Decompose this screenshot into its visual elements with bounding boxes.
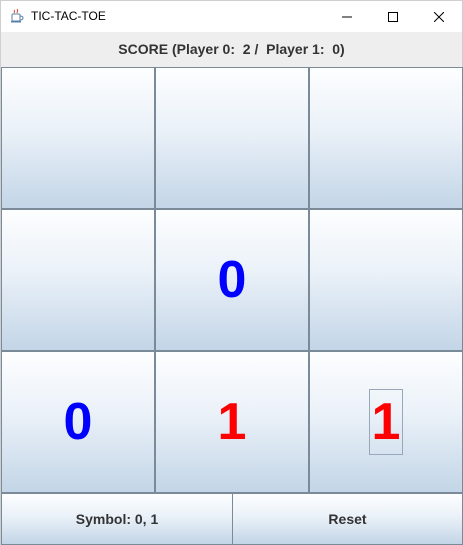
window-title: TIC-TAC-TOE — [31, 9, 106, 23]
maximize-button[interactable] — [370, 1, 416, 32]
cell-mark: 0 — [217, 251, 247, 309]
close-button[interactable] — [416, 1, 462, 32]
minimize-button[interactable] — [324, 1, 370, 32]
board-cell-3[interactable] — [2, 210, 156, 352]
bottom-bar: Symbol: 0, 1 Reset — [1, 493, 463, 545]
symbol-button[interactable]: Symbol: 0, 1 — [1, 493, 233, 545]
board-cell-8[interactable]: 1 — [310, 352, 463, 494]
board-cell-5[interactable] — [310, 210, 463, 352]
java-cup-icon — [9, 8, 25, 24]
score-label: SCORE (Player 0: 2 / Player 1: 0) — [1, 32, 462, 66]
game-board: 0 0 1 1 — [1, 67, 463, 494]
board-cell-0[interactable] — [2, 68, 156, 210]
title-bar[interactable]: TIC-TAC-TOE — [1, 1, 462, 32]
board-cell-7[interactable]: 1 — [156, 352, 310, 494]
board-cell-4[interactable]: 0 — [156, 210, 310, 352]
board-cell-6[interactable]: 0 — [2, 352, 156, 494]
board-cell-2[interactable] — [310, 68, 463, 210]
close-icon — [433, 7, 445, 26]
cell-mark: 1 — [217, 393, 247, 451]
minimize-icon — [342, 7, 352, 26]
cell-mark: 0 — [63, 393, 93, 451]
reset-button[interactable]: Reset — [232, 493, 463, 545]
cell-mark: 1 — [368, 389, 404, 455]
board-cell-1[interactable] — [156, 68, 310, 210]
maximize-icon — [388, 7, 398, 26]
